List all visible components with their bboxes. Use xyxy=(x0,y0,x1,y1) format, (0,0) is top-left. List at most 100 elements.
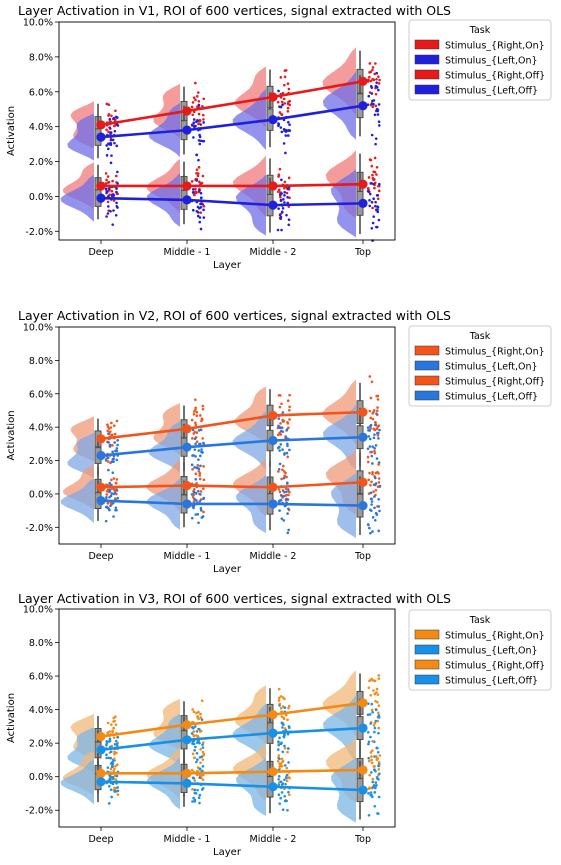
data-point xyxy=(200,450,204,454)
legend-swatch-4 xyxy=(414,674,440,685)
data-point xyxy=(376,777,379,780)
data-point xyxy=(375,165,379,169)
data-point xyxy=(200,788,204,791)
data-point xyxy=(107,187,111,190)
data-point xyxy=(106,456,110,460)
data-point xyxy=(108,117,112,121)
data-point xyxy=(108,730,112,733)
data-point xyxy=(374,781,378,784)
data-point xyxy=(202,465,205,468)
data-point xyxy=(374,92,378,96)
data-point xyxy=(369,483,372,487)
data-point xyxy=(283,186,286,190)
data-point xyxy=(278,426,282,430)
legend-title: Task xyxy=(469,331,491,342)
data-point xyxy=(112,736,116,739)
data-point xyxy=(112,720,115,723)
data-point xyxy=(114,449,117,453)
chart-panel-2: Layer Activation in V2, ROI of 600 verti… xyxy=(6,308,552,575)
data-point xyxy=(105,756,108,760)
data-point xyxy=(376,812,379,815)
data-point xyxy=(287,176,291,180)
data-point xyxy=(372,679,375,682)
data-point xyxy=(193,437,197,441)
legend-label-1: Stimulus_{Right,On} xyxy=(445,631,545,642)
data-point xyxy=(108,739,112,743)
data-point xyxy=(370,200,374,204)
series-point-4-3 xyxy=(268,782,278,792)
data-point xyxy=(377,184,380,188)
data-point xyxy=(371,530,374,533)
data-point xyxy=(368,713,372,716)
data-point xyxy=(116,735,120,739)
data-point xyxy=(191,191,195,194)
data-point xyxy=(376,431,380,435)
data-point xyxy=(285,766,289,770)
data-point xyxy=(377,498,380,501)
data-point xyxy=(196,788,199,792)
data-point xyxy=(282,142,286,145)
data-point xyxy=(109,750,113,754)
data-point xyxy=(281,489,285,492)
data-point xyxy=(192,121,196,125)
data-point xyxy=(114,508,117,512)
legend-label-1: Stimulus_{Right,On} xyxy=(445,347,545,358)
data-point xyxy=(199,748,202,751)
data-point xyxy=(190,732,194,735)
data-point xyxy=(375,513,379,516)
data-point xyxy=(194,408,197,411)
series-point-2-4 xyxy=(358,432,368,442)
data-point xyxy=(368,192,372,196)
data-point xyxy=(369,791,373,794)
data-point xyxy=(201,202,204,206)
data-point xyxy=(376,208,379,212)
data-point xyxy=(111,730,114,734)
data-point xyxy=(279,105,283,109)
data-point xyxy=(109,788,113,791)
series-point-3-1 xyxy=(96,181,106,191)
data-point xyxy=(191,208,195,212)
y-tick-label: -2.0% xyxy=(25,227,53,238)
violin-4-1 xyxy=(60,174,94,222)
series-line-3 xyxy=(100,480,364,489)
data-point xyxy=(198,741,201,745)
legend-swatch-1 xyxy=(414,345,440,356)
data-point xyxy=(283,744,286,748)
data-point xyxy=(370,380,374,384)
data-point xyxy=(279,195,282,199)
data-point xyxy=(373,764,376,768)
data-point xyxy=(113,491,117,495)
data-point xyxy=(370,480,373,484)
data-point xyxy=(372,689,375,692)
y-tick-label: 4.0% xyxy=(29,423,53,434)
data-point xyxy=(112,199,116,202)
data-point xyxy=(108,737,112,741)
data-point xyxy=(197,100,201,103)
data-point xyxy=(279,706,283,710)
data-point xyxy=(281,750,285,754)
data-point xyxy=(276,100,280,104)
x-axis-label: Layer xyxy=(213,847,242,858)
data-point xyxy=(377,424,381,427)
data-point xyxy=(190,123,194,127)
data-point xyxy=(194,398,197,401)
data-point xyxy=(373,186,376,190)
data-point xyxy=(284,130,288,133)
series-line-4 xyxy=(100,780,364,792)
series-line-2 xyxy=(100,435,364,457)
data-point xyxy=(116,793,120,796)
data-point xyxy=(278,509,281,512)
data-point xyxy=(378,772,381,776)
data-point xyxy=(377,529,380,533)
data-point xyxy=(373,804,377,808)
data-point xyxy=(202,441,205,445)
data-point xyxy=(277,207,280,210)
data-point xyxy=(374,137,378,140)
data-point xyxy=(111,501,115,505)
data-point xyxy=(108,489,112,493)
data-point xyxy=(196,119,199,123)
y-tick-label: 10.0% xyxy=(23,605,53,616)
series-line-4 xyxy=(100,196,364,207)
data-point xyxy=(287,706,290,710)
